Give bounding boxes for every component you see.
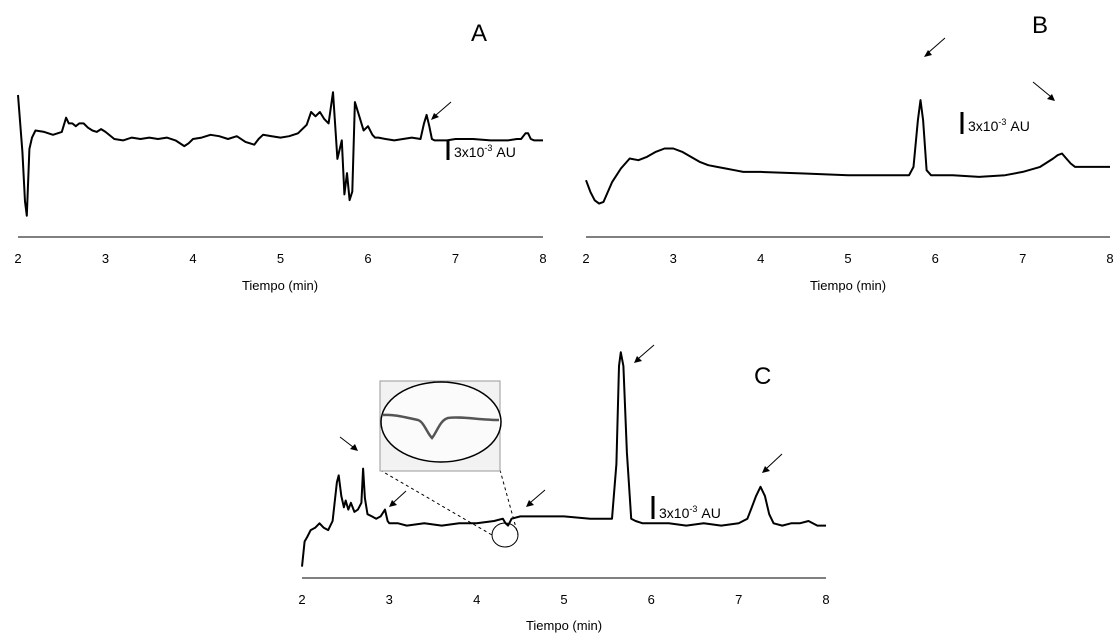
panel-c-tick-label: 3 — [386, 592, 393, 607]
panel-b-tick-label: 7 — [1019, 251, 1026, 266]
panel-a-tick-label: 6 — [364, 251, 371, 266]
panel-a-tick-label: 5 — [277, 251, 284, 266]
panel-c-ticks: 2 3 4 5 6 7 8 — [298, 592, 829, 607]
panel-b-tick-label: 5 — [844, 251, 851, 266]
panel-b-series-line — [585, 99, 1110, 205]
panel-c-scale-unit: AU — [701, 505, 720, 521]
panel-a-xlabel: Tiempo (min) — [242, 278, 318, 293]
panel-a-scale-base: 3x10 — [454, 144, 485, 160]
panel-a-tick-label: 8 — [539, 251, 546, 266]
panel-b-arrow-1 — [924, 37, 946, 57]
inset-dip-trace — [382, 413, 500, 440]
panel-c-trace-group — [301, 351, 826, 567]
panel-c-arrow-4 — [634, 344, 655, 363]
panel-c-label: C — [754, 363, 771, 390]
panel-a: 2 3 4 5 6 7 8 Tiempo (min) A 3x10-3 AU — [14, 20, 546, 293]
panel-c-arrow-5 — [762, 453, 783, 473]
panel-c: 2 3 4 5 6 7 8 Tiempo (min) C 3x10-3 AU — [298, 344, 830, 633]
inset-leader-right — [499, 469, 519, 536]
panel-a-tick-label: 3 — [102, 251, 109, 266]
panel-b-xlabel: Tiempo (min) — [810, 278, 886, 293]
panel-b-scale-exponent: -3 — [998, 117, 1006, 127]
panel-c-tick-label: 2 — [298, 592, 305, 607]
panel-b-tick-label: 8 — [1106, 251, 1113, 266]
panel-b-label: B — [1032, 12, 1048, 39]
panel-a-scale-text: 3x10-3 AU — [454, 143, 516, 160]
panel-c-arrow-2 — [389, 490, 407, 507]
panel-a-series-line — [17, 91, 543, 217]
panel-a-trace-group — [17, 91, 543, 217]
panel-c-xlabel: Tiempo (min) — [526, 618, 602, 633]
panel-c-scale-base: 3x10 — [659, 505, 690, 521]
panel-c-tick-label: 5 — [560, 592, 567, 607]
panel-c-tick-label: 6 — [648, 592, 655, 607]
panel-c-tick-label: 4 — [473, 592, 480, 607]
panel-c-inset — [379, 380, 519, 548]
panel-b-ticks: 2 3 4 5 6 7 8 — [582, 251, 1113, 266]
panel-a-label: A — [471, 20, 487, 47]
panel-a-tick-label: 7 — [452, 251, 459, 266]
panel-a-scale-exponent: -3 — [484, 143, 492, 153]
panel-c-scale-text: 3x10-3 AU — [659, 504, 721, 521]
panel-b-tick-label: 6 — [932, 251, 939, 266]
panel-a-arrow — [431, 101, 452, 120]
panel-a-tick-label: 4 — [189, 251, 196, 266]
panel-a-tick-label: 2 — [14, 251, 21, 266]
panel-b-tick-label: 3 — [670, 251, 677, 266]
panel-b-tick-label: 4 — [757, 251, 764, 266]
panel-b: 2 3 4 5 6 7 8 Tiempo (min) B 3x10-3 AU — [582, 12, 1113, 293]
panel-c-series-line — [301, 351, 826, 567]
panel-c-scale-exponent: -3 — [689, 504, 697, 514]
panel-b-trace-group — [585, 99, 1110, 205]
panel-c-arrow-1 — [339, 436, 358, 451]
panel-c-tick-label: 8 — [822, 592, 829, 607]
magnifier-circle — [491, 522, 519, 548]
panel-b-scale-unit: AU — [1010, 118, 1029, 134]
panel-b-tick-label: 2 — [582, 251, 589, 266]
panel-c-arrow-3 — [526, 489, 546, 507]
panel-b-scale-text: 3x10-3 AU — [968, 117, 1030, 134]
panel-b-arrow-2 — [1032, 81, 1055, 101]
panel-a-ticks: 2 3 4 5 6 7 8 — [14, 251, 546, 266]
panel-b-scale-base: 3x10 — [968, 118, 999, 134]
panel-a-scale-unit: AU — [496, 144, 515, 160]
panel-c-tick-label: 7 — [735, 592, 742, 607]
